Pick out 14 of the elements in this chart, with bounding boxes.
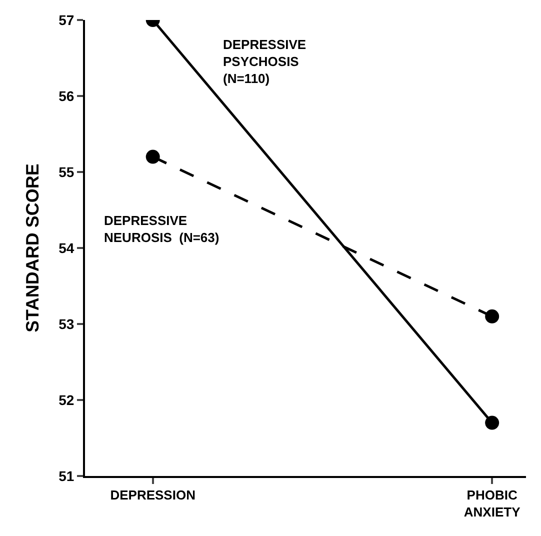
- point: [485, 416, 500, 430]
- y-tick-label: 55: [58, 164, 74, 180]
- y-axis-title: STANDARD SCORE: [22, 164, 42, 332]
- x-tick-label: PHOBIC ANXIETY: [464, 488, 521, 520]
- y-tick-label: 53: [58, 316, 74, 332]
- series-label: DEPRESSIVE NEUROSIS (N=63): [104, 213, 220, 245]
- y-tick-label: 51: [58, 468, 74, 484]
- y-tick-label: 56: [58, 88, 74, 104]
- y-tick-label: 54: [58, 240, 74, 256]
- point: [485, 309, 500, 324]
- y-tick-label: 57: [58, 12, 74, 28]
- series-label: DEPRESSIVE PSYCHOSIS (N=110): [223, 37, 306, 86]
- y-tick-label: 52: [58, 392, 74, 408]
- x-tick-label: DEPRESSION: [110, 488, 196, 503]
